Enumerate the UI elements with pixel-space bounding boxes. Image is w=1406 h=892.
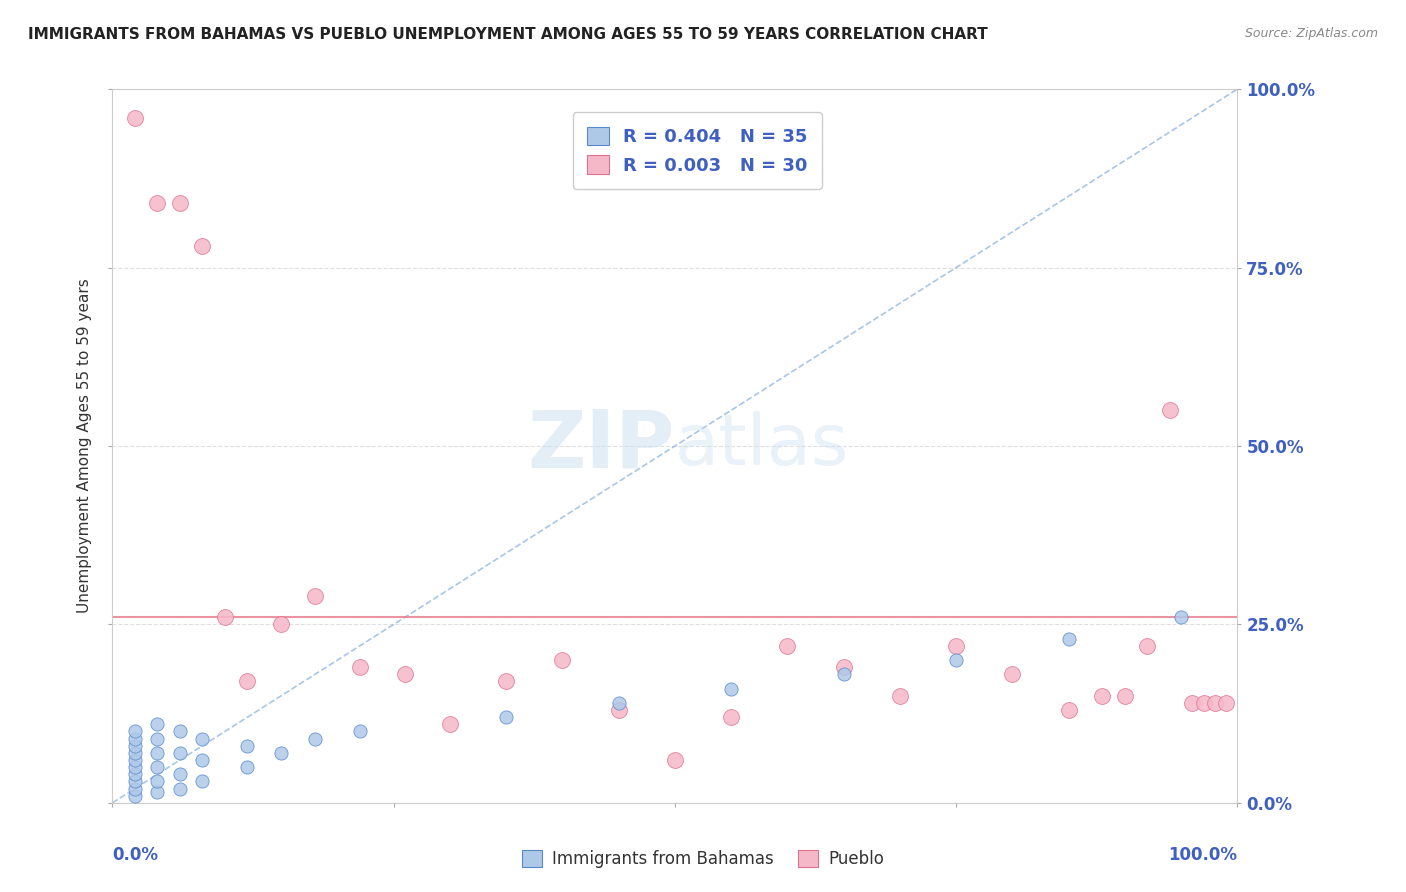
Point bbox=[124, 111, 146, 125]
Point bbox=[124, 789, 146, 803]
Point bbox=[664, 753, 686, 767]
Point bbox=[270, 617, 292, 632]
Point bbox=[394, 667, 416, 681]
Point bbox=[1136, 639, 1159, 653]
Point bbox=[146, 196, 169, 211]
Point bbox=[124, 774, 146, 789]
Point bbox=[889, 689, 911, 703]
Text: atlas: atlas bbox=[675, 411, 849, 481]
Point bbox=[304, 731, 326, 746]
Point bbox=[169, 724, 191, 739]
Point bbox=[146, 717, 169, 731]
Point bbox=[349, 724, 371, 739]
Point bbox=[720, 710, 742, 724]
Point bbox=[1215, 696, 1237, 710]
Point bbox=[304, 589, 326, 603]
Point bbox=[945, 653, 967, 667]
Point bbox=[832, 667, 855, 681]
Point bbox=[1204, 696, 1226, 710]
Point bbox=[776, 639, 799, 653]
Y-axis label: Unemployment Among Ages 55 to 59 years: Unemployment Among Ages 55 to 59 years bbox=[77, 278, 93, 614]
Point bbox=[1192, 696, 1215, 710]
Point bbox=[124, 724, 146, 739]
Point bbox=[607, 703, 630, 717]
Point bbox=[124, 739, 146, 753]
Point bbox=[236, 760, 259, 774]
Point bbox=[607, 696, 630, 710]
Point bbox=[191, 774, 214, 789]
Point bbox=[439, 717, 461, 731]
Text: 0.0%: 0.0% bbox=[112, 846, 159, 863]
Point bbox=[495, 710, 517, 724]
Point bbox=[146, 731, 169, 746]
Point bbox=[236, 739, 259, 753]
Point bbox=[1159, 403, 1181, 417]
Point bbox=[214, 610, 236, 624]
Legend: Immigrants from Bahamas, Pueblo: Immigrants from Bahamas, Pueblo bbox=[515, 843, 891, 875]
Point bbox=[720, 681, 742, 696]
Point bbox=[236, 674, 259, 689]
Point bbox=[270, 746, 292, 760]
Legend: R = 0.404   N = 35, R = 0.003   N = 30: R = 0.404 N = 35, R = 0.003 N = 30 bbox=[572, 112, 823, 189]
Point bbox=[146, 785, 169, 799]
Point bbox=[1114, 689, 1136, 703]
Point bbox=[169, 767, 191, 781]
Text: 100.0%: 100.0% bbox=[1168, 846, 1237, 863]
Point bbox=[832, 660, 855, 674]
Point bbox=[124, 760, 146, 774]
Point bbox=[1181, 696, 1204, 710]
Point bbox=[169, 746, 191, 760]
Point bbox=[1091, 689, 1114, 703]
Point bbox=[945, 639, 967, 653]
Point bbox=[191, 731, 214, 746]
Point bbox=[1057, 632, 1080, 646]
Point bbox=[146, 774, 169, 789]
Point bbox=[124, 746, 146, 760]
Point bbox=[146, 760, 169, 774]
Text: Source: ZipAtlas.com: Source: ZipAtlas.com bbox=[1244, 27, 1378, 40]
Point bbox=[146, 746, 169, 760]
Point bbox=[349, 660, 371, 674]
Point bbox=[1001, 667, 1024, 681]
Point bbox=[495, 674, 517, 689]
Point bbox=[124, 753, 146, 767]
Point bbox=[169, 781, 191, 796]
Point bbox=[124, 781, 146, 796]
Text: ZIP: ZIP bbox=[527, 407, 675, 485]
Point bbox=[191, 239, 214, 253]
Point bbox=[551, 653, 574, 667]
Point bbox=[124, 731, 146, 746]
Text: IMMIGRANTS FROM BAHAMAS VS PUEBLO UNEMPLOYMENT AMONG AGES 55 TO 59 YEARS CORRELA: IMMIGRANTS FROM BAHAMAS VS PUEBLO UNEMPL… bbox=[28, 27, 988, 42]
Point bbox=[169, 196, 191, 211]
Point bbox=[191, 753, 214, 767]
Point bbox=[124, 767, 146, 781]
Point bbox=[1170, 610, 1192, 624]
Point bbox=[1057, 703, 1080, 717]
